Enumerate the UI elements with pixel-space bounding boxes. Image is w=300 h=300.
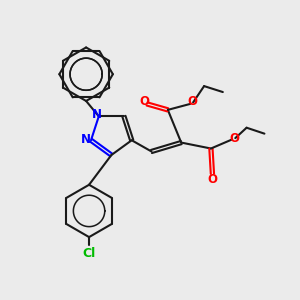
Text: O: O — [207, 172, 218, 186]
Text: Cl: Cl — [82, 247, 96, 260]
Text: O: O — [187, 95, 197, 108]
Text: O: O — [140, 95, 150, 108]
Text: N: N — [92, 108, 101, 122]
Text: O: O — [229, 132, 239, 145]
Text: N: N — [81, 133, 91, 146]
